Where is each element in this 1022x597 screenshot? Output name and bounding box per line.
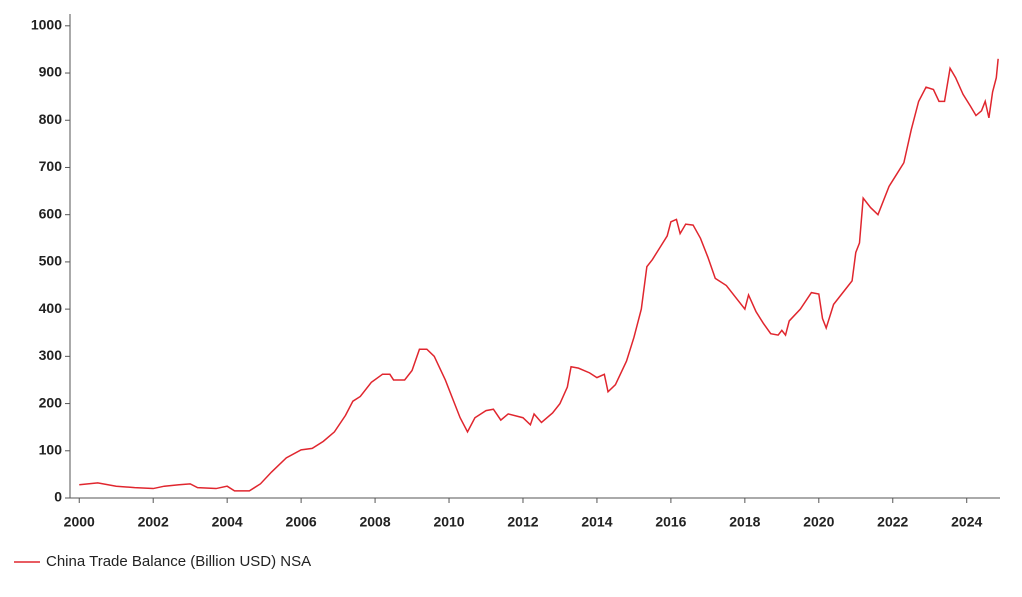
x-tick-label: 2002 xyxy=(138,514,169,530)
y-tick-label: 300 xyxy=(39,347,63,363)
y-tick-label: 100 xyxy=(39,441,63,457)
y-tick-label: 200 xyxy=(39,394,63,410)
x-tick-label: 2008 xyxy=(359,514,390,530)
y-tick-label: 0 xyxy=(54,489,62,505)
y-tick-label: 1000 xyxy=(31,17,62,33)
x-tick-label: 2012 xyxy=(507,514,538,530)
y-tick-label: 600 xyxy=(39,205,63,221)
y-tick-label: 500 xyxy=(39,253,63,269)
x-tick-label: 2006 xyxy=(286,514,317,530)
y-tick-label: 900 xyxy=(39,64,63,80)
x-tick-label: 2016 xyxy=(655,514,686,530)
x-tick-label: 2022 xyxy=(877,514,908,530)
legend-label: China Trade Balance (Billion USD) NSA xyxy=(46,553,311,570)
y-tick-label: 700 xyxy=(39,158,63,174)
y-tick-label: 800 xyxy=(39,111,63,127)
x-tick-label: 2018 xyxy=(729,514,760,530)
x-tick-label: 2024 xyxy=(951,514,982,530)
y-tick-label: 400 xyxy=(39,300,63,316)
x-tick-label: 2000 xyxy=(64,514,95,530)
x-tick-label: 2004 xyxy=(212,514,243,530)
x-tick-label: 2010 xyxy=(433,514,464,530)
x-tick-label: 2020 xyxy=(803,514,834,530)
data-line xyxy=(79,58,999,492)
x-tick-label: 2014 xyxy=(581,514,612,530)
